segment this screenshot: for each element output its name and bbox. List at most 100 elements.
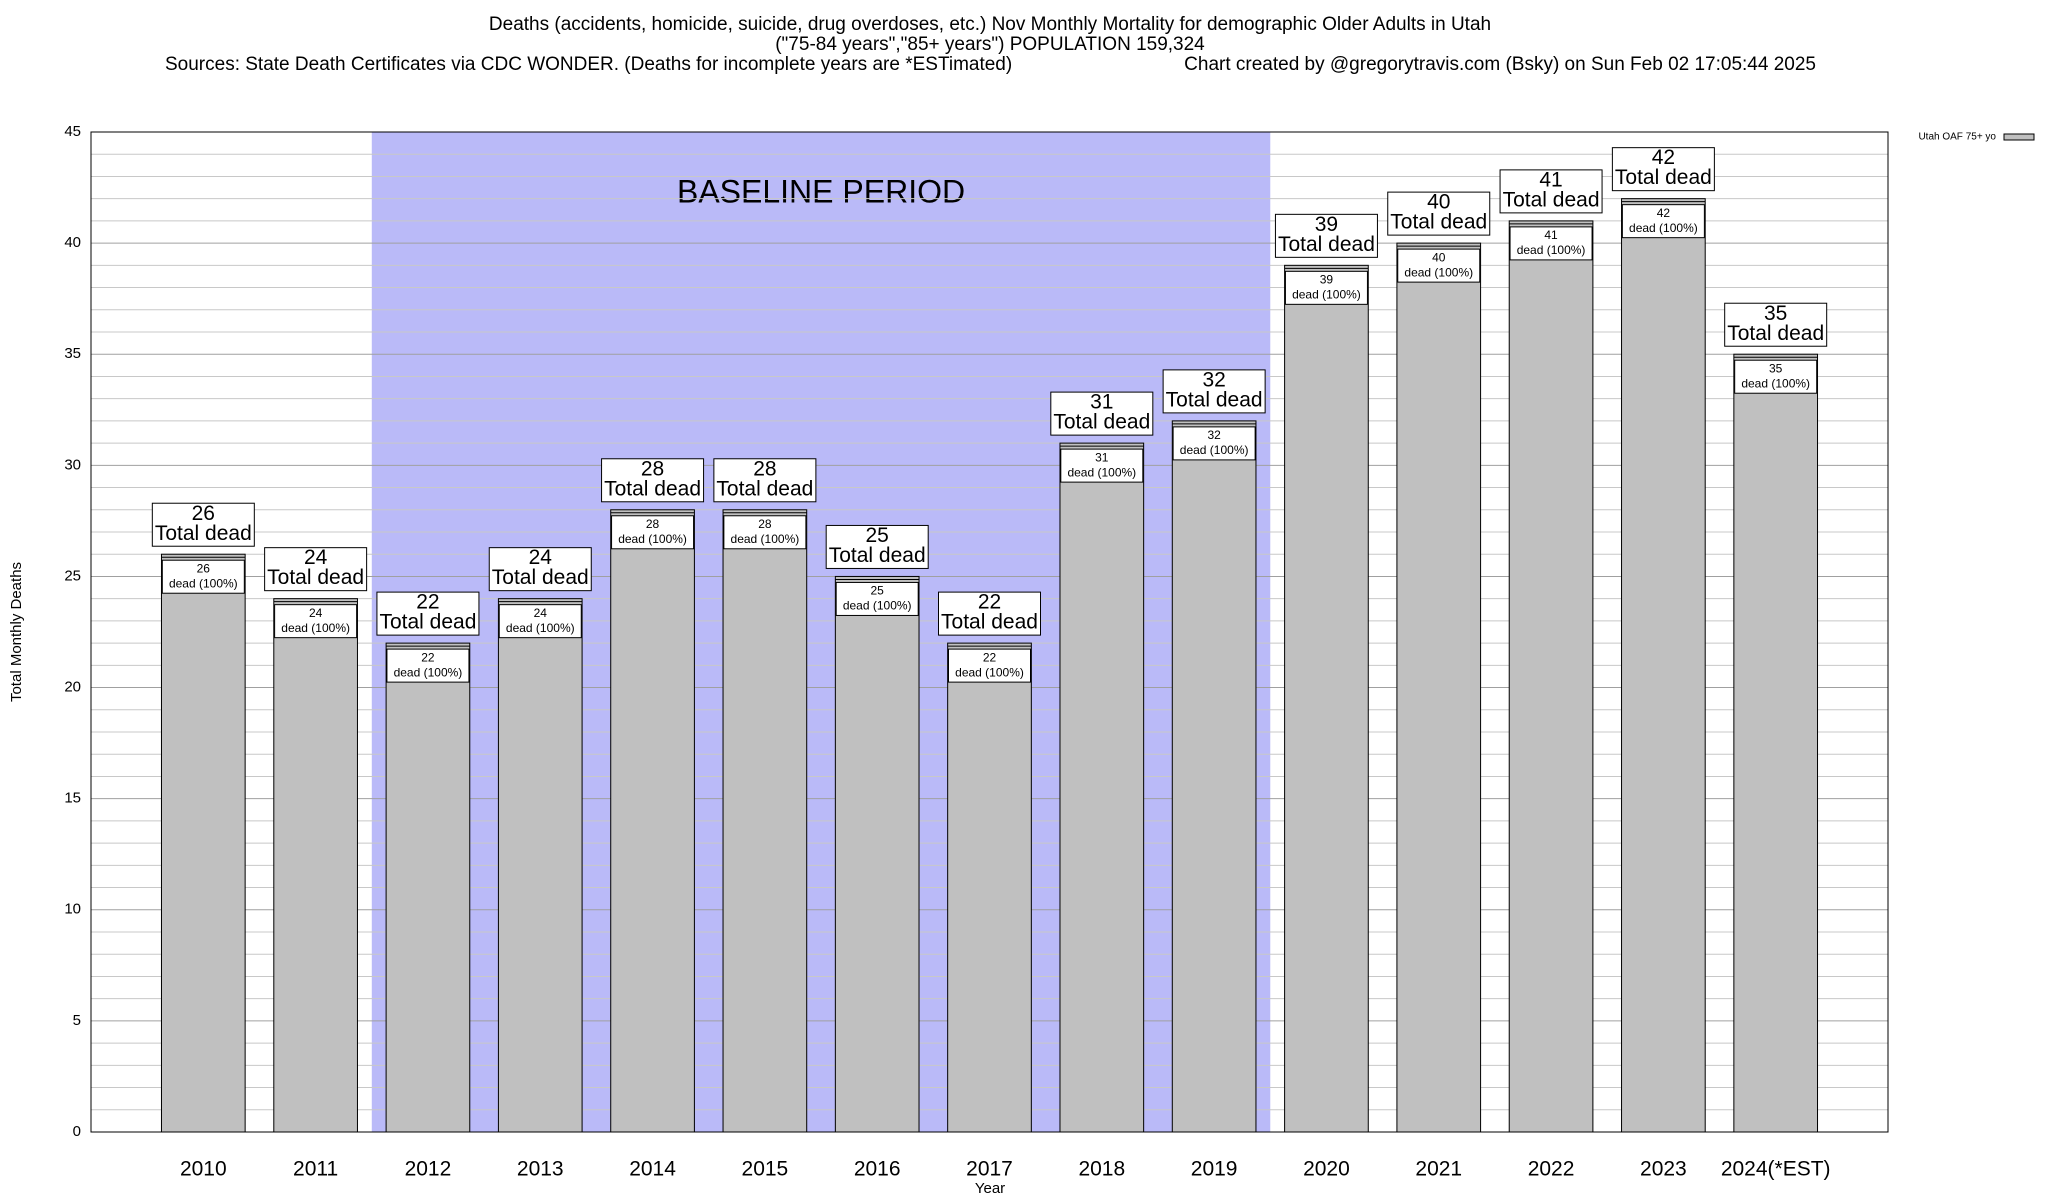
share-label-text: dead (100%) [1292, 288, 1361, 302]
total-label-box [376, 591, 480, 636]
y-tick-label: 5 [73, 1012, 81, 1029]
share-label-box [1397, 248, 1481, 283]
bar [1059, 442, 1145, 1133]
share-label-value: 39 [1320, 273, 1334, 287]
share-label-box [498, 604, 582, 639]
share-label-box [1284, 270, 1368, 305]
y-tick-label: 15 [64, 790, 81, 807]
total-label-text: Total dead [604, 477, 701, 500]
share-label-text: dead (100%) [618, 532, 687, 546]
share-label-box [611, 515, 695, 550]
share-label-value: 40 [1432, 250, 1446, 264]
total-label-box [601, 458, 705, 503]
bar [834, 575, 920, 1133]
bar [1284, 264, 1369, 1133]
share-label-text: dead (100%) [1741, 376, 1810, 390]
share-label-box [1172, 426, 1256, 461]
bar [1733, 353, 1819, 1133]
share-label-value: 28 [646, 517, 660, 531]
share-label-box [835, 581, 919, 616]
share-label-box [1060, 448, 1144, 483]
share-label-text: dead (100%) [169, 576, 238, 590]
baseline-label: BASELINE PERIOD [677, 173, 965, 209]
total-label-text: Total dead [1166, 388, 1263, 411]
share-label-box [161, 559, 245, 594]
total-label-text: Total dead [941, 611, 1038, 634]
y-tick-label: 30 [64, 456, 81, 473]
share-label-box [1734, 359, 1818, 394]
total-label-box [1162, 369, 1266, 414]
legend-swatch [2003, 133, 2035, 141]
share-label-value: 32 [1207, 428, 1221, 442]
total-label-value: 28 [753, 457, 776, 480]
share-label-value: 42 [1657, 206, 1671, 220]
total-label-value: 22 [416, 591, 439, 614]
total-label-value: 39 [1315, 213, 1338, 236]
x-tick-label: 2021 [1415, 1158, 1462, 1181]
total-label-box [1611, 147, 1715, 192]
total-label-value: 25 [866, 524, 889, 547]
x-tick-label: 2016 [854, 1158, 901, 1181]
share-label-text: dead (100%) [281, 621, 350, 635]
bar [1621, 198, 1706, 1133]
total-label-text: Total dead [155, 522, 252, 545]
share-label-value: 24 [309, 606, 323, 620]
total-label-box [264, 547, 368, 592]
total-label-text: Total dead [1615, 166, 1712, 189]
share-label-value: 26 [197, 561, 211, 575]
x-tick-label: 2017 [966, 1158, 1013, 1181]
x-tick-label: 2015 [742, 1158, 789, 1181]
share-label-value: 24 [534, 606, 548, 620]
total-label-text: Total dead [1503, 188, 1600, 211]
total-label-value: 31 [1090, 391, 1113, 414]
share-label-text: dead (100%) [731, 532, 800, 546]
share-label-box [274, 604, 358, 639]
x-tick-label: 2022 [1528, 1158, 1575, 1181]
total-label-value: 40 [1427, 191, 1450, 214]
x-tick-label: 2020 [1303, 1158, 1350, 1181]
share-label-text: dead (100%) [1067, 465, 1136, 479]
x-tick-label: 2014 [629, 1158, 676, 1181]
total-label-box [488, 547, 592, 592]
total-label-text: Total dead [829, 544, 926, 567]
chart-subtitle: ("75-84 years","85+ years") POPULATION 1… [775, 34, 1205, 55]
share-label-text: dead (100%) [1517, 243, 1586, 257]
bar [1396, 242, 1482, 1133]
bar [947, 642, 1032, 1133]
bar [610, 509, 695, 1133]
total-label-box [151, 502, 255, 547]
total-label-value: 22 [978, 591, 1001, 614]
y-tick-label: 45 [64, 123, 81, 140]
y-tick-label: 40 [64, 234, 81, 251]
x-tick-label: 2011 [293, 1158, 338, 1181]
bar [722, 509, 808, 1133]
x-tick-label: 2023 [1640, 1158, 1687, 1181]
share-label-text: dead (100%) [955, 665, 1024, 679]
bar [160, 553, 246, 1133]
share-label-value: 22 [983, 650, 997, 664]
bar [497, 598, 583, 1133]
total-label-box [938, 591, 1041, 636]
bar [1171, 420, 1257, 1133]
total-label-box [1499, 169, 1603, 214]
total-label-value: 24 [304, 546, 328, 569]
total-label-box [1050, 391, 1154, 436]
x-tick-label: 2018 [1078, 1158, 1125, 1181]
total-label-value: 42 [1652, 146, 1675, 169]
bar [1508, 220, 1594, 1133]
share-label-value: 25 [871, 584, 885, 598]
x-tick-label: 2024(*EST) [1721, 1158, 1831, 1181]
total-label-value: 35 [1764, 302, 1787, 325]
y-tick-label: 35 [64, 345, 81, 362]
total-label-text: Total dead [716, 477, 813, 500]
share-label-text: dead (100%) [1404, 265, 1473, 279]
share-label-text: dead (100%) [1629, 221, 1698, 235]
total-label-text: Total dead [1278, 233, 1375, 256]
y-tick-label: 0 [73, 1123, 81, 1140]
share-label-value: 22 [421, 650, 435, 664]
share-label-value: 41 [1544, 228, 1558, 242]
x-axis-label: Year [975, 1180, 1005, 1197]
x-tick-label: 2019 [1191, 1158, 1238, 1181]
total-label-box [1274, 213, 1378, 258]
